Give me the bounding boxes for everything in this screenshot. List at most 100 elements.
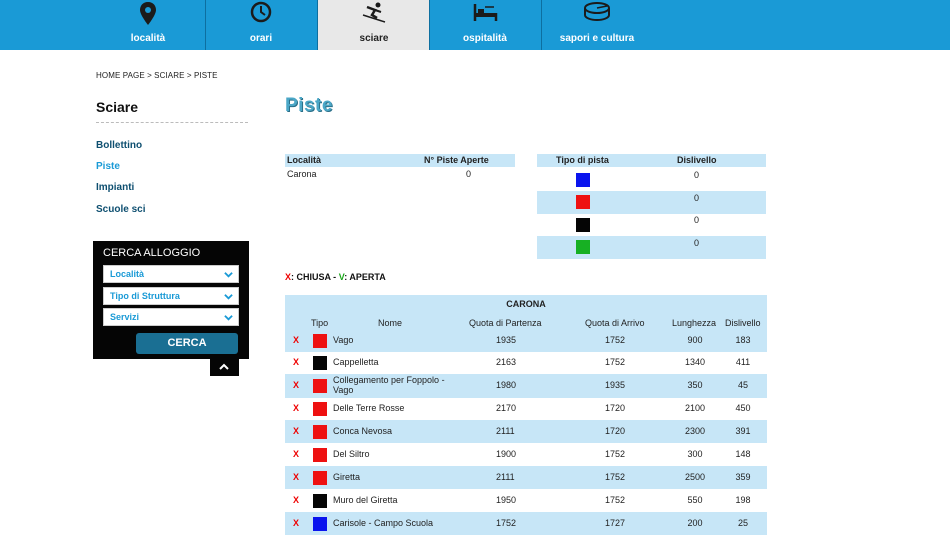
nav-divider [429,0,430,50]
nav-label: sciare [359,33,389,44]
sidebar-divider [96,122,248,123]
pista-color-swatch [313,356,327,370]
nav-localita[interactable]: località [92,0,204,50]
lunghezza: 2500 [684,471,706,482]
select-value: Servizi [110,312,140,322]
lunghezza: 2300 [684,425,706,436]
localita-select[interactable]: Località [103,265,239,283]
search-lodging-panel: CERCA ALLOGGIO Località Tipo di Struttur… [93,241,249,359]
quota-partenza: 2163 [496,357,517,367]
quota-partenza: 1980 [496,380,517,390]
quota-arrivo: 1720 [605,403,626,413]
summary-localita: Carona [287,169,317,179]
tipo-table-header [537,154,766,167]
chevron-down-icon [224,272,233,278]
legend-closed-label: : CHIUSA - [291,272,339,282]
row-background [285,512,767,535]
pista-name: Vago [333,334,354,345]
search-panel-title: CERCA ALLOGGIO [103,247,201,259]
row-background [285,374,767,398]
select-value: Tipo di Struttura [110,291,180,301]
column-header: Dislivello [677,155,717,165]
tipo-struttura-select[interactable]: Tipo di Struttura [103,287,239,305]
quota-arrivo: 1752 [605,334,626,345]
pista-name: Del Siltro [333,448,370,459]
quota-partenza: 2111 [496,471,515,482]
column-header: Quota di Partenza [469,318,542,328]
dislivello: 391 [735,425,751,436]
nav-orari[interactable]: orari [205,0,317,50]
piste-table-title: CARONA [506,299,546,309]
status-closed-mark: X [293,403,300,413]
dislivello: 359 [735,471,751,482]
nav-divider [541,0,542,50]
pista-name: Delle Terre Rosse [333,403,405,413]
search-button[interactable]: CERCA [136,333,238,354]
sidebar-link-impianti[interactable]: Impianti [96,182,135,193]
status-legend: X: CHIUSA - V: APERTA [285,272,386,282]
clock-icon [250,1,272,23]
quota-arrivo: 1752 [605,357,626,367]
dislivello-value: 0 [694,238,700,248]
pista-name: Muro del Giretta [333,494,398,505]
legend-closed-mark: X [285,272,292,282]
column-header: Quota di Arrivo [585,318,645,328]
chevron-up-icon [219,363,229,370]
pista-color-swatch [313,516,327,531]
collapse-panel-toggle[interactable] [210,359,239,376]
quota-partenza: 1900 [496,448,517,459]
column-header: Località [287,155,322,165]
status-closed-mark: X [293,517,300,528]
lunghezza: 300 [687,448,703,459]
legend-open-mark: V [338,272,345,282]
nav-sciare[interactable]: sciare [318,0,430,50]
lunghezza: 900 [687,334,703,345]
column-header: Tipo di pista [556,155,609,165]
breadcrumb: HOME PAGE > SCIARE > PISTE [96,71,218,80]
nav-divider [205,0,206,50]
map-pin-icon [140,2,156,25]
quota-arrivo: 1752 [605,494,626,505]
column-header: Dislivello [725,318,761,328]
row-background [537,236,766,259]
nav-label: sapori e cultura [559,33,635,44]
pista-color-swatch [313,447,327,462]
lunghezza: 1340 [684,357,706,367]
pista-name: Carisole - Campo Scuola [333,517,434,528]
bed-icon [473,4,498,21]
nav-sapori-cultura[interactable]: sapori e cultura [541,0,653,50]
quota-arrivo: 1752 [605,448,626,459]
dislivello: 183 [735,334,751,345]
dislivello-value: 0 [694,193,700,203]
status-closed-mark: X [293,334,300,345]
piste-table-header [285,295,767,329]
sidebar-link-piste[interactable]: Piste [96,161,120,172]
sidebar-title: Sciare [96,99,139,115]
nav-ospitalita[interactable]: ospitalità [429,0,541,50]
top-navigation: località orari sciare ospitalità [0,0,950,50]
servizi-select[interactable]: Servizi [103,308,239,326]
nav-label: località [130,33,166,44]
legend-open-label: : APERTA [344,272,386,282]
lunghezza: 550 [687,494,703,505]
pista-color-swatch [313,402,327,416]
nav-label: orari [249,33,273,44]
row-background [285,329,767,352]
sidebar-link-scuole-sci[interactable]: Scuole sci [96,204,146,215]
pista-name: Collegamento per Foppolo - Vago [333,375,445,395]
pista-color-swatch [313,379,327,393]
column-header: Tipo [311,318,329,328]
quota-partenza: 1935 [496,334,517,345]
sidebar-link-bollettino[interactable]: Bollettino [96,140,143,151]
quota-partenza: 1752 [496,517,517,528]
pista-color-swatch [576,218,590,232]
lunghezza: 200 [687,517,703,528]
summary-aperte: 0 [466,169,472,179]
quota-partenza: 1950 [496,494,517,505]
dislivello: 411 [735,357,751,367]
pista-color-swatch [576,240,590,254]
status-closed-mark: X [293,471,300,482]
chevron-down-icon [224,294,233,300]
pista-color-swatch [313,493,327,508]
dislivello-value: 0 [694,170,700,180]
